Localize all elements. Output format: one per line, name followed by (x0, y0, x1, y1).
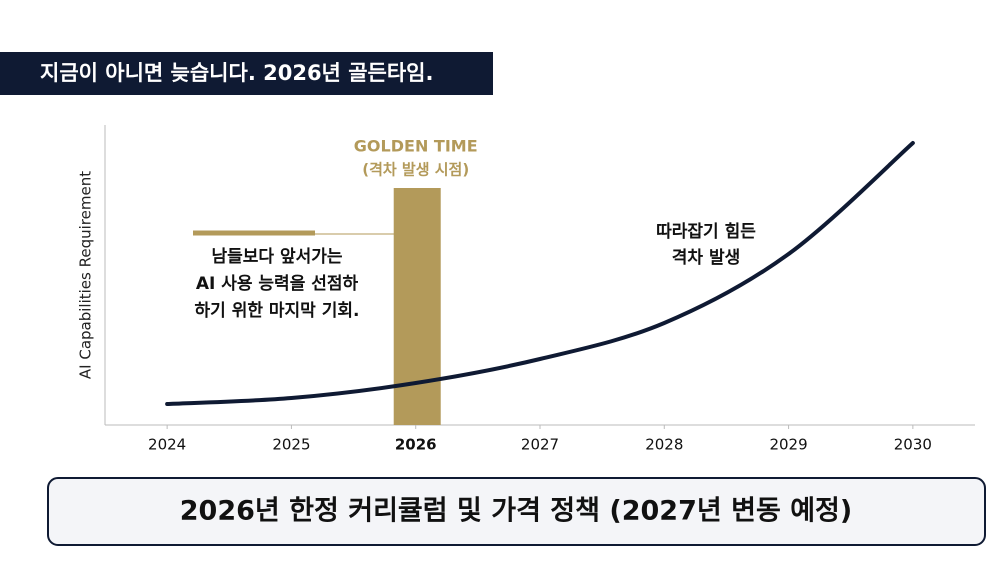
footer-box (47, 477, 986, 546)
highlight-band (393, 188, 441, 425)
line-series (165, 141, 915, 406)
annotation-right: 따라잡기 힘든 (656, 221, 756, 242)
x-tick-label: 2030 (894, 436, 932, 454)
x-tick-label: 2024 (148, 436, 186, 454)
y-axis-label: AI Capabilities Requirement (77, 171, 95, 379)
x-tick-label: 2027 (521, 436, 559, 454)
annotation-left: 하기 위한 마지막 기회. (195, 301, 360, 321)
header-title: 지금이 아니면 늦습니다. 2026년 골든타임. (40, 61, 433, 85)
annotation-left: 남들보다 앞서가는 (211, 247, 342, 267)
x-tick-label: 2025 (272, 436, 310, 454)
footer-text: 2026년 한정 커리큘럼 및 가격 정책 (2027년 변동 예정) (180, 496, 852, 527)
annotation-left: AI 사용 능력을 선점하 (196, 274, 359, 294)
highlight-subtitle: (격차 발생 시점) (362, 161, 469, 179)
highlight-title: GOLDEN TIME (354, 137, 478, 156)
x-tick-label: 2026 (395, 436, 437, 454)
annotation-right: 격차 발생 (672, 248, 740, 268)
x-tick-label: 2029 (769, 436, 807, 454)
x-tick-label: 2028 (645, 436, 683, 454)
header-banner (0, 52, 493, 95)
